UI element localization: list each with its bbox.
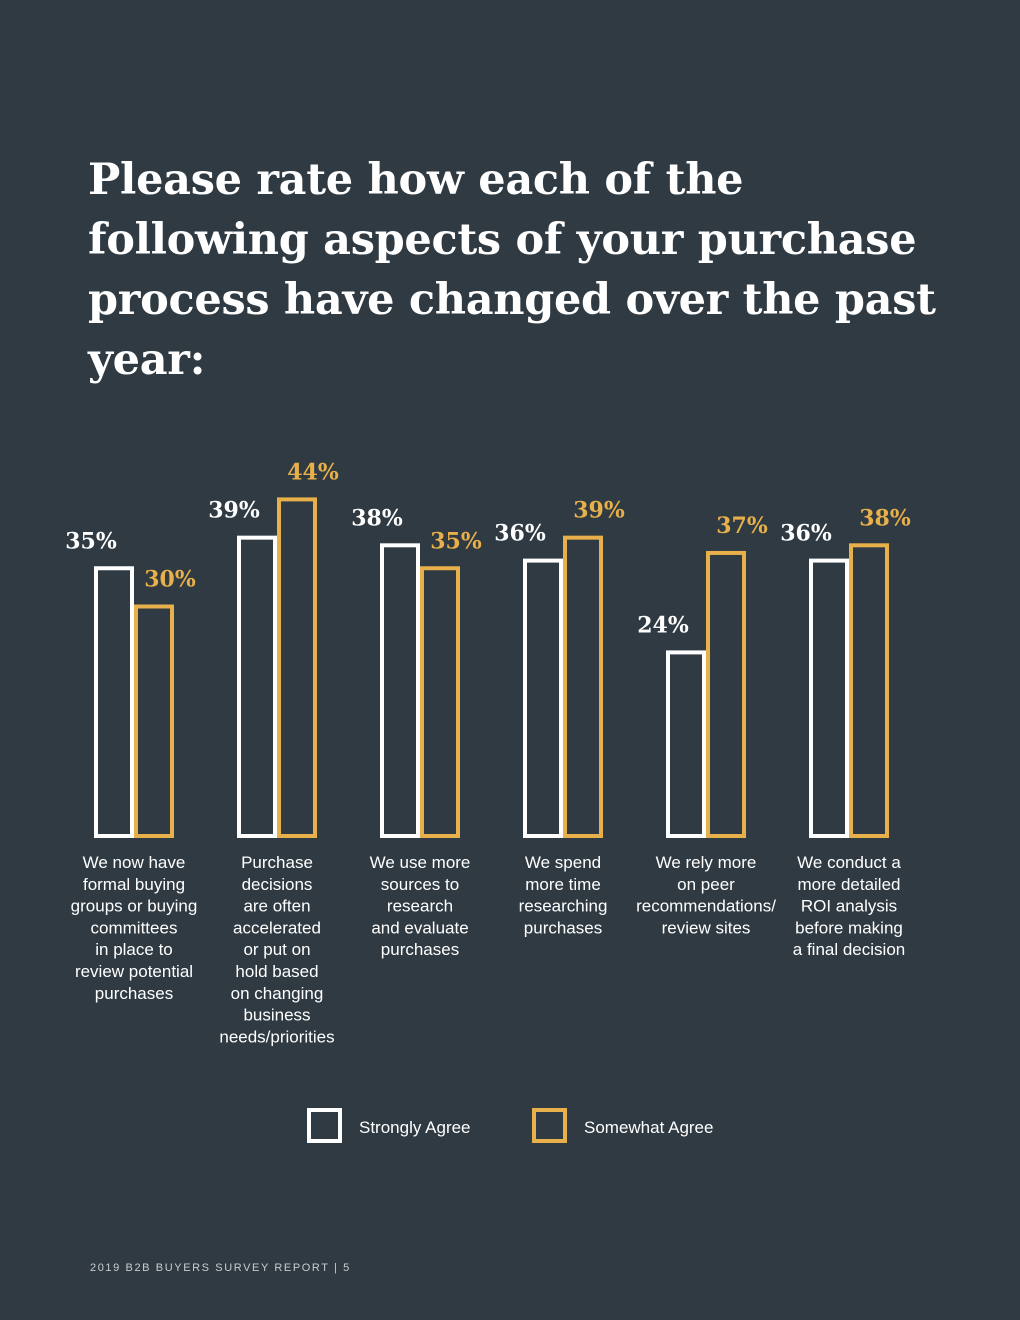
legend-label-somewhat: Somewhat Agree xyxy=(584,1118,713,1137)
category-label-line: more time xyxy=(525,875,601,894)
category-label-line: We now have xyxy=(83,853,186,872)
legend-label-strongly: Strongly Agree xyxy=(359,1118,471,1137)
category-label-line: sources to xyxy=(381,875,459,894)
value-label-strongly-2: 39% xyxy=(208,498,260,524)
category-label-line: decisions xyxy=(242,875,313,894)
category-label-line: accelerated xyxy=(233,918,321,937)
value-label-somewhat-5: 37% xyxy=(716,513,768,539)
value-label-strongly-5: 24% xyxy=(637,612,689,638)
value-label-somewhat-6: 38% xyxy=(859,505,911,531)
category-label-line: recommendations/ xyxy=(636,897,776,916)
bar-somewhat-5 xyxy=(706,550,746,838)
bar-strongly-5 xyxy=(666,650,706,839)
page-title: Please rate how each of the following as… xyxy=(88,155,936,385)
bar-somewhat-4 xyxy=(563,535,603,839)
category-label-line: Purchase xyxy=(241,853,313,872)
category-label-line: on peer xyxy=(677,875,735,894)
category-label-4: We spend more time researching purchases xyxy=(519,853,608,937)
category-label-line: in place to xyxy=(95,940,173,959)
category-label-line: and evaluate xyxy=(371,918,468,937)
bars-layer xyxy=(94,497,889,839)
category-label-5: We rely more on peer recommendations/revie… xyxy=(636,853,776,937)
category-label-2: Purchase decisions are often accelerated or … xyxy=(219,853,334,1046)
category-label-line: We conduct a xyxy=(797,853,901,872)
category-label-line: We spend xyxy=(525,853,601,872)
category-label-line: on changing xyxy=(231,984,324,1003)
value-label-strongly-6: 36% xyxy=(780,521,832,547)
category-label-line: hold based xyxy=(235,962,318,981)
category-label-line: formal buying xyxy=(83,875,185,894)
category-label-3: We use more sources to research and evaluat… xyxy=(370,853,471,959)
value-label-strongly-3: 38% xyxy=(351,505,403,531)
category-label-line: before making xyxy=(795,918,903,937)
category-label-line: research xyxy=(387,897,453,916)
value-label-somewhat-3: 35% xyxy=(430,528,482,554)
category-label-line: needs/priorities xyxy=(219,1027,334,1046)
category-labels-layer: We now have formal buying groups or buying… xyxy=(71,853,906,1046)
value-label-strongly-4: 36% xyxy=(494,521,546,547)
category-label-line: ROI analysis xyxy=(801,897,897,916)
bar-strongly-1 xyxy=(94,566,134,838)
category-label-line: a final decision xyxy=(793,940,905,959)
page-footer: 2019 B2B BUYERS SURVEY REPORT | 5 xyxy=(90,1262,351,1274)
category-label-line: purchases xyxy=(95,984,173,1003)
category-label-line: review sites xyxy=(662,918,751,937)
category-label-line: purchases xyxy=(381,940,459,959)
category-label-line: are often xyxy=(243,897,310,916)
bar-strongly-4 xyxy=(523,558,563,838)
bar-somewhat-2 xyxy=(277,497,317,838)
legend-swatch-strongly xyxy=(307,1108,342,1143)
bar-somewhat-1 xyxy=(134,604,174,838)
category-label-line: review potential xyxy=(75,962,193,981)
category-label-line: or put on xyxy=(243,940,310,959)
category-label-line: business xyxy=(243,1006,310,1025)
category-label-line: researching xyxy=(519,897,608,916)
value-label-strongly-1: 35% xyxy=(65,528,117,554)
category-label-line: We use more xyxy=(370,853,471,872)
value-label-somewhat-4: 39% xyxy=(573,498,625,524)
category-label-line: We rely more xyxy=(656,853,757,872)
category-label-6: We conduct a more detailed ROI analysis bef… xyxy=(793,853,905,959)
category-label-line: more detailed xyxy=(797,875,900,894)
bar-strongly-3 xyxy=(380,543,420,838)
category-label-line: committees xyxy=(91,918,178,937)
bar-strongly-6 xyxy=(809,558,849,838)
category-label-line: purchases xyxy=(524,918,602,937)
bar-somewhat-6 xyxy=(849,543,889,838)
value-label-somewhat-2: 44% xyxy=(287,459,339,485)
value-labels-layer: 35% 30% 39% 44% 38% 35% 36% 39% 24% 37% 36% 38% xyxy=(65,459,911,638)
bar-somewhat-3 xyxy=(420,566,460,838)
value-label-somewhat-1: 30% xyxy=(144,567,196,593)
legend-swatch-somewhat xyxy=(532,1108,567,1143)
category-label-line: groups or buying xyxy=(71,897,198,916)
legend: Strongly Agree Somewhat Agree xyxy=(307,1108,713,1143)
bar-strongly-2 xyxy=(237,535,277,839)
category-label-1: We now have formal buying groups or buying… xyxy=(71,853,198,1003)
